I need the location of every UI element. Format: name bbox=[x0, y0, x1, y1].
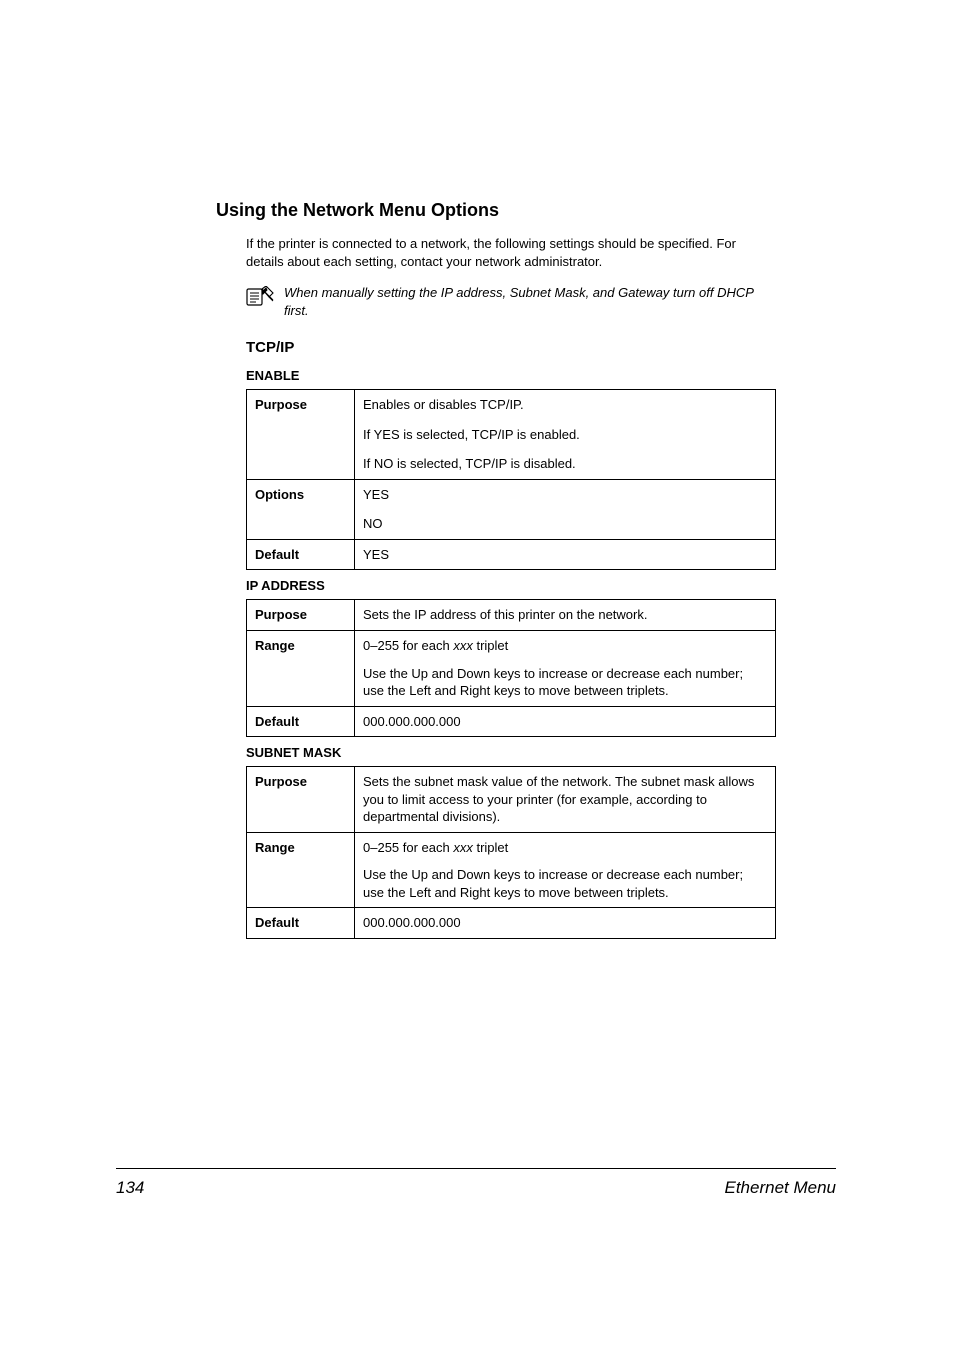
table-row: Purpose Sets the subnet mask value of th… bbox=[247, 767, 776, 833]
text-span: 0–255 for each bbox=[363, 638, 453, 653]
footer-divider bbox=[116, 1168, 836, 1169]
cell-label-options: Options bbox=[247, 479, 355, 539]
cell-value: 0–255 for each xxx triplet Use the Up an… bbox=[355, 832, 776, 908]
table-row: Default 000.000.000.000 bbox=[247, 908, 776, 939]
note-row: When manually setting the IP address, Su… bbox=[246, 284, 776, 319]
cell-value: 000.000.000.000 bbox=[355, 706, 776, 737]
table-row: Default 000.000.000.000 bbox=[247, 706, 776, 737]
text-span-em: xxx bbox=[453, 638, 473, 653]
table-row: Range 0–255 for each xxx triplet Use the… bbox=[247, 631, 776, 707]
cell-label-range: Range bbox=[247, 832, 355, 908]
heading-subnet: SUBNET MASK bbox=[246, 745, 776, 760]
table-ipaddress: Purpose Sets the IP address of this prin… bbox=[246, 599, 776, 737]
cell-value: Sets the subnet mask value of the networ… bbox=[355, 767, 776, 833]
heading-tcpip: TCP/IP bbox=[246, 339, 776, 356]
page-content: Using the Network Menu Options If the pr… bbox=[216, 200, 776, 945]
heading-ipaddress: IP ADDRESS bbox=[246, 578, 776, 593]
cell-label-purpose: Purpose bbox=[247, 600, 355, 631]
cell-label-range: Range bbox=[247, 631, 355, 707]
table-row: Purpose Sets the IP address of this prin… bbox=[247, 600, 776, 631]
cell-value: If NO is selected, TCP/IP is disabled. bbox=[355, 449, 776, 479]
table-row: Purpose Enables or disables TCP/IP. bbox=[247, 390, 776, 420]
table-enable: Purpose Enables or disables TCP/IP. If Y… bbox=[246, 389, 776, 570]
cell-value: 0–255 for each xxx triplet Use the Up an… bbox=[355, 631, 776, 707]
range-line-1: 0–255 for each xxx triplet bbox=[363, 839, 767, 857]
cell-value: If YES is selected, TCP/IP is enabled. bbox=[355, 420, 776, 450]
page-number: 134 bbox=[116, 1178, 144, 1198]
cell-value: Enables or disables TCP/IP. bbox=[355, 390, 776, 420]
heading-enable: ENABLE bbox=[246, 368, 776, 383]
table-row: Default YES bbox=[247, 539, 776, 570]
intro-paragraph: If the printer is connected to a network… bbox=[246, 235, 776, 270]
table-row: Options YES bbox=[247, 479, 776, 509]
footer-title: Ethernet Menu bbox=[724, 1178, 836, 1198]
cell-value: 000.000.000.000 bbox=[355, 908, 776, 939]
note-icon bbox=[246, 286, 274, 311]
text-span-em: xxx bbox=[453, 840, 473, 855]
cell-label-purpose: Purpose bbox=[247, 767, 355, 833]
cell-value: YES bbox=[355, 539, 776, 570]
cell-label-default: Default bbox=[247, 706, 355, 737]
text-span: 0–255 for each bbox=[363, 840, 453, 855]
heading-main: Using the Network Menu Options bbox=[216, 200, 776, 221]
cell-value: Sets the IP address of this printer on t… bbox=[355, 600, 776, 631]
cell-value: NO bbox=[355, 509, 776, 539]
note-text: When manually setting the IP address, Su… bbox=[284, 284, 776, 319]
page-footer: 134 Ethernet Menu bbox=[116, 1178, 836, 1198]
cell-label-default: Default bbox=[247, 908, 355, 939]
cell-label-default: Default bbox=[247, 539, 355, 570]
range-line-1: 0–255 for each xxx triplet bbox=[363, 637, 767, 655]
range-line-2: Use the Up and Down keys to increase or … bbox=[363, 665, 767, 700]
table-row: Range 0–255 for each xxx triplet Use the… bbox=[247, 832, 776, 908]
range-line-2: Use the Up and Down keys to increase or … bbox=[363, 866, 767, 901]
text-span: triplet bbox=[473, 638, 508, 653]
table-subnet: Purpose Sets the subnet mask value of th… bbox=[246, 766, 776, 939]
text-span: triplet bbox=[473, 840, 508, 855]
cell-value: YES bbox=[355, 479, 776, 509]
cell-label-purpose: Purpose bbox=[247, 390, 355, 480]
